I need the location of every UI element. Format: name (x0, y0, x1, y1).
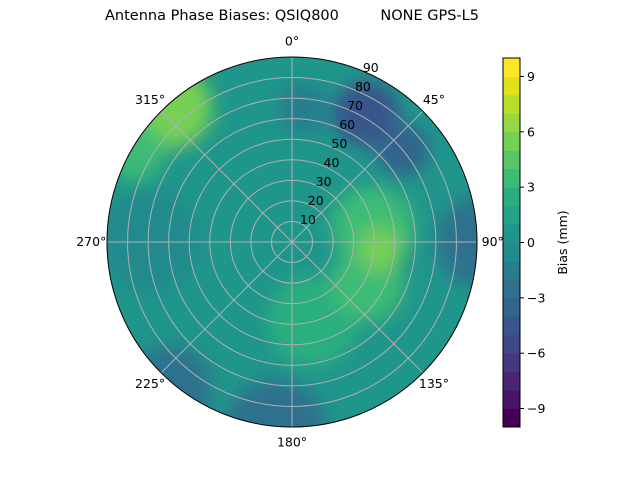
colorbar-segment (503, 390, 520, 410)
r-tick-label: 90 (363, 60, 379, 75)
theta-tick-label: 90° (482, 234, 504, 249)
theta-tick-label: 225° (135, 376, 165, 391)
colorbar-segment (503, 316, 520, 336)
colorbar-segment (503, 76, 520, 96)
polar-grid (106, 56, 478, 428)
theta-tick-label: 45° (423, 92, 445, 107)
colorbar-segment (503, 58, 520, 77)
theta-tick-label: 315° (135, 92, 165, 107)
colorbar-segment (503, 187, 520, 207)
polar-frame (106, 56, 478, 428)
contour-region-northwest-edge-2 (107, 122, 165, 181)
colorbar-segment (503, 297, 520, 317)
colorbar-segment (503, 168, 520, 188)
colorbar-segment (503, 334, 520, 354)
theta-gridline (160, 110, 293, 243)
r-tick-label: 50 (331, 136, 347, 151)
colorbar-tick-label: −9 (527, 401, 545, 416)
colorbar-segment (503, 408, 520, 428)
colorbar-segment (503, 205, 520, 225)
colorbar-tick-label: 9 (527, 69, 535, 84)
contour-region-east-peak (357, 227, 403, 273)
r-tick-label: 70 (347, 98, 363, 113)
r-tick-label: 20 (308, 193, 324, 208)
colorbar-tick-label: 6 (527, 124, 535, 139)
colorbar-segment (503, 260, 520, 280)
colorbar-segment (503, 279, 520, 299)
colorbar-segment (503, 94, 520, 114)
theta-tick-label: 180° (277, 435, 307, 450)
colorbar-segment (503, 224, 520, 243)
colorbar-segment (503, 371, 520, 391)
theta-tick-label: 270° (76, 234, 106, 249)
colorbar-tick-label: −3 (527, 290, 545, 305)
theta-gridline (160, 241, 293, 374)
theta-tick-label: 0° (285, 33, 299, 48)
colorbar-tick-label: −6 (527, 346, 545, 361)
colorbar-label: Bias (mm) (555, 210, 570, 274)
r-tick-label: 40 (324, 155, 340, 170)
chart-title: Antenna Phase Biases: QSIQ800 NONE GPS-L… (105, 8, 479, 24)
colorbar: 9 6 3 0 −3 −6 −9 Bias (mm) (502, 57, 570, 428)
theta-gridline (291, 110, 424, 243)
r-tick-label: 10 (300, 212, 316, 227)
theta-tick-label: 135° (419, 376, 449, 391)
contour-region-south-edge (224, 379, 327, 427)
colorbar-segment (503, 113, 520, 133)
colorbar-tick-label: 0 (527, 235, 535, 250)
colorbar-segment (503, 131, 520, 151)
contour-region-east-edge (435, 196, 477, 288)
r-tick-label: 30 (316, 174, 332, 189)
colorbar-segment (503, 242, 520, 262)
colorbar-segment (503, 353, 520, 373)
contour-region-north-low (278, 84, 329, 134)
r-tick-label: 80 (355, 79, 371, 94)
r-tick-label: 60 (339, 117, 355, 132)
colorbar-segment (503, 150, 520, 170)
colorbar-tick-label: 3 (527, 180, 535, 195)
theta-gridline (291, 241, 424, 374)
